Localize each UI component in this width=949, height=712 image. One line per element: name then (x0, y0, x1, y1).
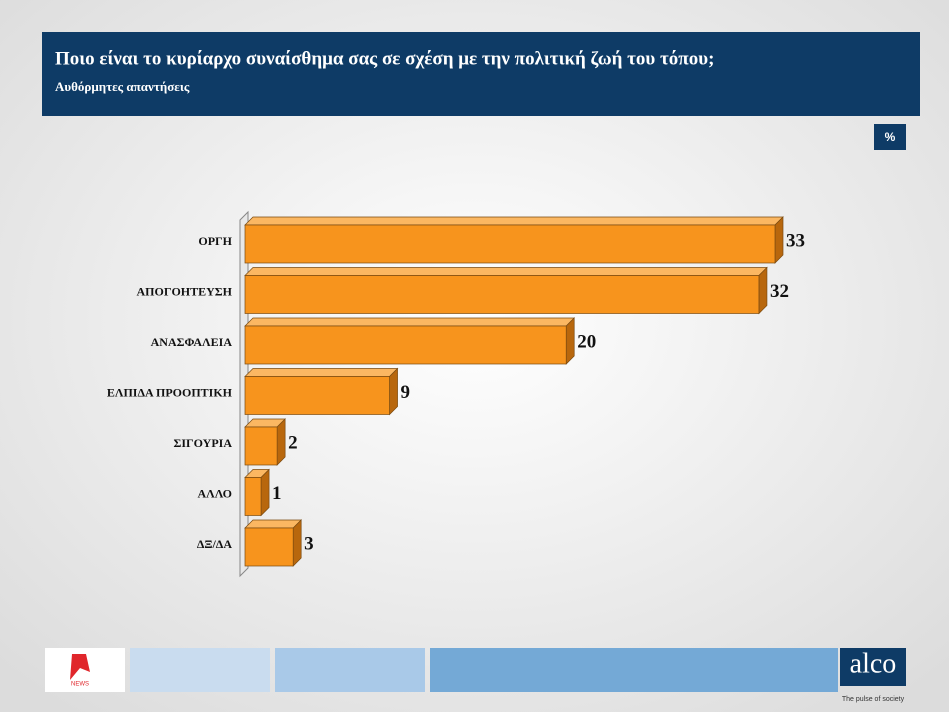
bar-top (244, 519, 303, 529)
footer-block (275, 648, 425, 692)
bar-side (260, 468, 270, 517)
bar-side (758, 266, 768, 315)
unit-badge (874, 124, 906, 150)
bar-side (565, 317, 575, 365)
logo-text: NEWS (71, 682, 89, 688)
category-label: ΑΠΟΓΟΗΤΕΥΣΗ (137, 284, 233, 298)
bar (244, 224, 776, 264)
bar-top (244, 368, 399, 377)
bar-top (244, 267, 768, 276)
bar-side (276, 418, 286, 466)
bar-side (774, 216, 784, 264)
bar-top (244, 216, 784, 226)
bar (244, 376, 390, 415)
category-label: ΟΡΓΗ (198, 234, 232, 248)
logo-icon (70, 654, 90, 680)
bar (244, 325, 567, 365)
bar-top (244, 317, 576, 327)
value-label: 3 (304, 533, 314, 554)
category-label: ΕΛΠΙΔΑ ΠΡΟΟΠΤΙΚΗ (107, 385, 233, 399)
chart-subtitle: Αυθόρμητες απαντήσεις (55, 79, 190, 94)
bar (244, 477, 262, 516)
bar (244, 426, 278, 466)
bar-side (389, 367, 398, 416)
unit-label: % (885, 130, 896, 144)
header (42, 32, 920, 116)
value-label: 20 (577, 331, 596, 352)
footer-block (130, 648, 270, 692)
category-label: ΑΛΛΟ (197, 486, 232, 500)
value-label: 1 (272, 483, 282, 504)
category-label: ΑΝΑΣΦΑΛΕΙΑ (151, 335, 233, 349)
value-label: 32 (770, 281, 789, 302)
value-label: 33 (786, 230, 805, 251)
chart-title: Ποιο είναι το κυρίαρχο συναίσθημα σας σε… (55, 48, 714, 69)
value-label: 9 (401, 382, 411, 403)
bar-side (292, 519, 302, 567)
category-label: ΔΞ/ΔΑ (197, 537, 233, 551)
value-label: 2 (288, 432, 298, 453)
footer-block (430, 648, 838, 692)
category-label: ΣΙΓΟΥΡΙΑ (173, 436, 232, 450)
brand: alco (850, 648, 897, 679)
bar (244, 275, 760, 314)
bar (244, 527, 294, 567)
brand-box (840, 648, 906, 686)
tagline: The pulse of society (842, 696, 905, 703)
